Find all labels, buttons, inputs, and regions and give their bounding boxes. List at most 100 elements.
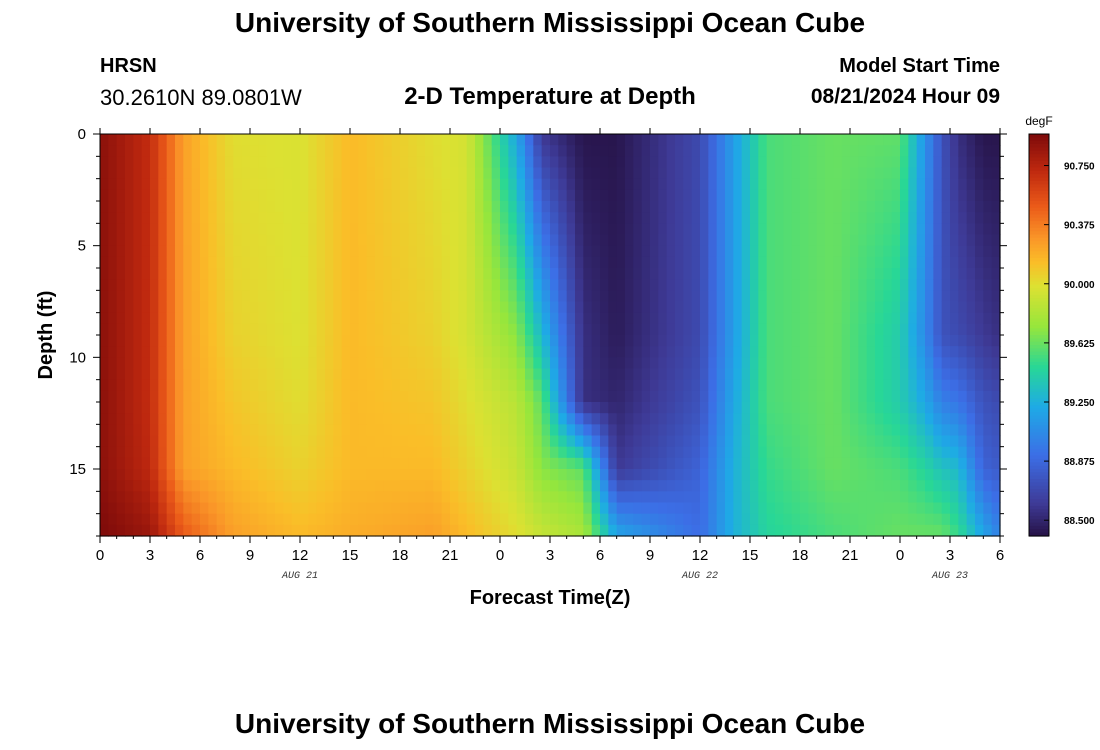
heatmap-cell xyxy=(283,491,293,504)
heatmap-cell xyxy=(116,413,126,425)
heatmap-cell xyxy=(308,245,318,258)
heatmap-cell xyxy=(200,301,209,314)
heatmap-cell xyxy=(883,513,893,526)
heatmap-cell xyxy=(966,234,976,247)
heatmap-cell xyxy=(925,346,934,358)
heatmap-cell xyxy=(375,446,384,459)
heatmap-cell xyxy=(883,491,893,504)
heatmap-cell xyxy=(166,301,176,314)
heatmap-cell xyxy=(783,323,793,336)
heatmap-cell xyxy=(641,513,651,526)
heatmap-cell xyxy=(900,223,909,236)
heatmap-cell xyxy=(316,513,326,526)
heatmap-cell xyxy=(325,513,334,526)
heatmap-cell xyxy=(391,335,401,347)
heatmap-cell xyxy=(666,256,676,269)
heatmap-cell xyxy=(716,268,726,280)
heatmap-cell xyxy=(325,457,334,470)
heatmap-cell xyxy=(941,402,951,414)
heatmap-cell xyxy=(966,145,976,157)
heatmap-cell xyxy=(733,335,743,347)
heatmap-cell xyxy=(916,402,926,414)
heatmap-cell xyxy=(641,357,651,370)
heatmap-cell xyxy=(691,167,701,180)
heatmap-cell xyxy=(841,457,851,470)
heatmap-cell xyxy=(141,167,151,180)
heatmap-cell xyxy=(316,189,326,202)
heatmap-cell xyxy=(775,346,784,358)
heatmap-cell xyxy=(550,335,559,347)
heatmap-cell xyxy=(641,435,651,448)
heatmap-cell xyxy=(183,301,193,314)
heatmap-cell xyxy=(891,189,901,202)
heatmap-cell xyxy=(483,245,493,258)
heatmap-cell xyxy=(750,491,759,504)
heatmap-cell xyxy=(808,457,818,470)
heatmap-cell xyxy=(525,390,534,403)
heatmap-cell xyxy=(600,346,609,358)
heatmap-cell xyxy=(641,145,651,157)
heatmap-cell xyxy=(491,189,501,202)
heatmap-cell xyxy=(141,446,151,459)
heatmap-cell xyxy=(100,290,109,303)
heatmap-cell xyxy=(225,212,234,224)
heatmap-cell xyxy=(916,256,926,269)
heatmap-cell xyxy=(300,402,309,414)
heatmap-cell xyxy=(308,424,318,437)
heatmap-cell xyxy=(125,502,134,515)
heatmap-cell xyxy=(791,480,801,492)
heatmap-cell xyxy=(666,469,676,481)
heatmap-cell xyxy=(575,446,584,459)
heatmap-cell xyxy=(708,223,718,236)
heatmap-cell xyxy=(158,312,168,325)
heatmap-cell xyxy=(191,212,201,224)
heatmap-cell xyxy=(858,167,868,180)
heatmap-cell xyxy=(125,145,134,157)
heatmap-cell xyxy=(391,301,401,314)
heatmap-cell xyxy=(750,201,759,213)
heatmap-cell xyxy=(116,223,126,236)
heatmap-cell xyxy=(666,357,676,370)
heatmap-cell xyxy=(208,223,218,236)
heatmap-cell xyxy=(166,513,176,526)
heatmap-cell xyxy=(783,480,793,492)
heatmap-cell xyxy=(400,379,409,392)
heatmap-cell xyxy=(891,256,901,269)
heatmap-cell xyxy=(458,402,468,414)
heatmap-cell xyxy=(950,457,959,470)
heatmap-cell xyxy=(116,312,126,325)
heatmap-cell xyxy=(291,167,301,180)
heatmap-cell xyxy=(250,524,259,537)
heatmap-cell xyxy=(866,469,876,481)
heatmap-cell xyxy=(808,357,818,370)
heatmap-cell xyxy=(158,201,168,213)
heatmap-cell xyxy=(300,290,309,303)
heatmap-cell xyxy=(216,335,226,347)
heatmap-cell xyxy=(733,402,743,414)
heatmap-cell xyxy=(125,201,134,213)
heatmap-cell xyxy=(358,234,368,247)
heatmap-cell xyxy=(833,245,843,258)
heatmap-cell xyxy=(241,268,251,280)
heatmap-cell xyxy=(758,368,768,381)
heatmap-cell xyxy=(616,134,626,146)
heatmap-cell xyxy=(733,379,743,392)
heatmap-cell xyxy=(825,234,834,247)
heatmap-cell xyxy=(608,167,618,180)
heatmap-cell xyxy=(141,312,151,325)
heatmap-cell xyxy=(366,290,376,303)
heatmap-cell xyxy=(166,145,176,157)
heatmap-cell xyxy=(500,435,509,448)
heatmap-cell xyxy=(266,357,276,370)
heatmap-cell xyxy=(983,245,993,258)
heatmap-cell xyxy=(375,413,384,425)
heatmap-cell xyxy=(658,268,668,280)
heatmap-cell xyxy=(400,435,409,448)
heatmap-cell xyxy=(825,335,834,347)
heatmap-cell xyxy=(583,156,593,169)
heatmap-cell xyxy=(183,524,193,537)
heatmap-cell xyxy=(133,256,143,269)
heatmap-cell xyxy=(600,145,609,157)
heatmap-cell xyxy=(725,323,734,336)
heatmap-cell xyxy=(841,167,851,180)
